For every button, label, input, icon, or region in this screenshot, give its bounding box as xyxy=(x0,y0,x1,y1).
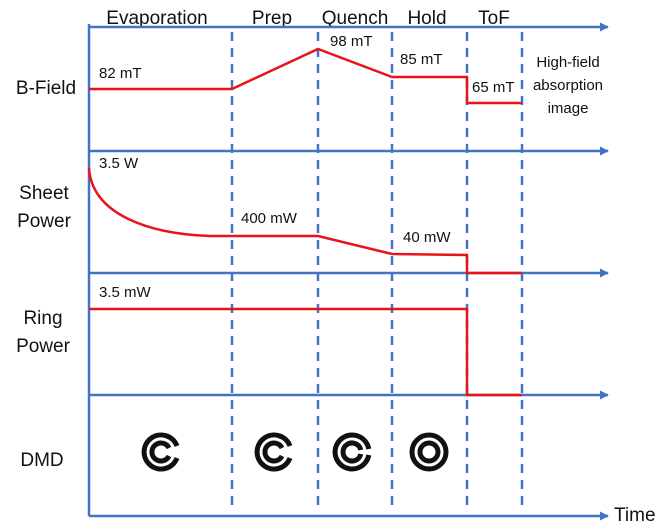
dmd-ring-gap-icon xyxy=(254,432,293,472)
dmd-ring-gap-icon xyxy=(141,432,180,472)
dmd-ring-small-gap-icon xyxy=(332,432,372,472)
imaging-note-line1: High-field xyxy=(536,54,599,71)
row-label-ring-power-line1: Ring xyxy=(23,308,62,329)
ring-power-trace xyxy=(89,307,522,397)
sheet-power-value-400mw: 400 mW xyxy=(241,210,298,227)
row-label-sheet-power-line1: Sheet xyxy=(19,183,69,204)
sheet-power-trace xyxy=(87,167,522,275)
sheet-power-value-3-5w: 3.5 W xyxy=(99,155,139,172)
phase-label-quench: Quench xyxy=(322,8,389,29)
b-field-value-85: 85 mT xyxy=(400,51,443,68)
b-field-value-65: 65 mT xyxy=(472,79,515,96)
dmd-closed-ring-icon xyxy=(409,432,449,472)
b-field-value-98: 98 mT xyxy=(330,33,373,50)
sheet-power-value-40mw: 40 mW xyxy=(403,229,451,246)
phase-label-prep: Prep xyxy=(252,8,292,29)
ring-power-value-3-5mw: 3.5 mW xyxy=(99,284,152,301)
imaging-note-line2: absorption xyxy=(533,77,603,94)
row-label-sheet-power-line2: Power xyxy=(17,211,72,232)
imaging-note-line3: image xyxy=(548,100,589,117)
phase-label-tof: ToF xyxy=(478,8,510,29)
row-label-dmd: DMD xyxy=(20,450,63,471)
b-field-value-82: 82 mT xyxy=(99,65,142,82)
phase-label-hold: Hold xyxy=(407,8,446,29)
time-axis-label: Time xyxy=(614,505,656,523)
b-field-trace xyxy=(89,47,522,105)
row-label-b-field: B-Field xyxy=(16,78,76,99)
row-label-ring-power-line2: Power xyxy=(16,336,71,357)
phase-label-evaporation: Evaporation xyxy=(106,8,207,29)
